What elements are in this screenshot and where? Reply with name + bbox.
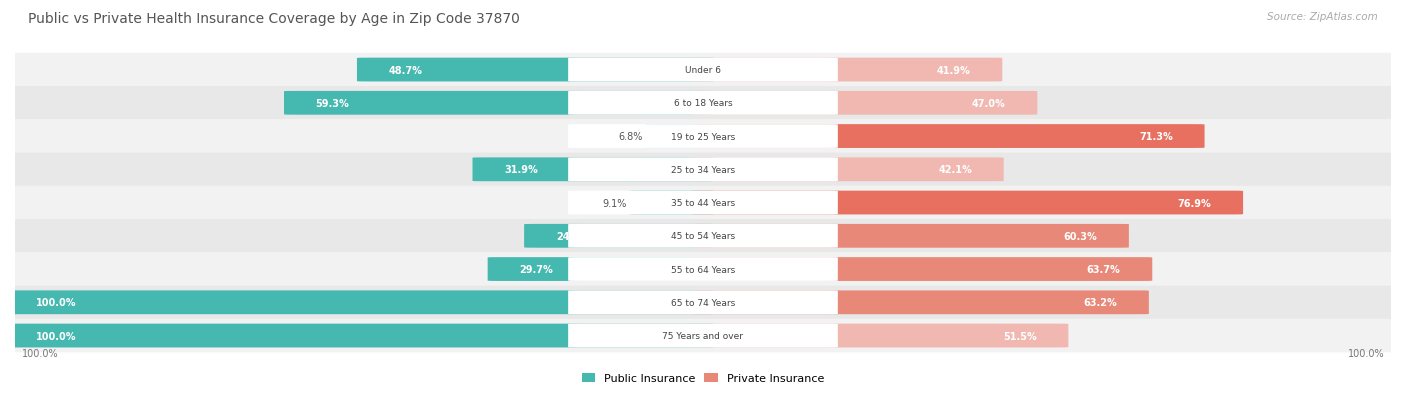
FancyBboxPatch shape	[284, 92, 714, 115]
Text: 19 to 25 Years: 19 to 25 Years	[671, 132, 735, 141]
FancyBboxPatch shape	[568, 324, 838, 348]
FancyBboxPatch shape	[630, 191, 714, 215]
FancyBboxPatch shape	[15, 319, 1391, 352]
FancyBboxPatch shape	[568, 125, 838, 149]
FancyBboxPatch shape	[15, 219, 1391, 253]
Text: 63.7%: 63.7%	[1087, 264, 1121, 274]
FancyBboxPatch shape	[692, 191, 1243, 215]
FancyBboxPatch shape	[692, 158, 1004, 182]
Text: 29.7%: 29.7%	[519, 264, 553, 274]
FancyBboxPatch shape	[568, 291, 838, 314]
Text: 42.1%: 42.1%	[938, 165, 972, 175]
FancyBboxPatch shape	[692, 92, 1038, 115]
Text: 65 to 74 Years: 65 to 74 Years	[671, 298, 735, 307]
Text: 25 to 34 Years: 25 to 34 Years	[671, 165, 735, 174]
Text: 35 to 44 Years: 35 to 44 Years	[671, 199, 735, 208]
Text: 100.0%: 100.0%	[22, 348, 59, 358]
Text: 24.4%: 24.4%	[555, 231, 589, 241]
Text: 59.3%: 59.3%	[316, 99, 350, 109]
FancyBboxPatch shape	[568, 258, 838, 281]
Text: 71.3%: 71.3%	[1139, 132, 1173, 142]
FancyBboxPatch shape	[568, 191, 838, 215]
FancyBboxPatch shape	[568, 158, 838, 182]
FancyBboxPatch shape	[4, 324, 714, 348]
FancyBboxPatch shape	[645, 125, 714, 149]
FancyBboxPatch shape	[15, 120, 1391, 154]
FancyBboxPatch shape	[692, 291, 1149, 314]
FancyBboxPatch shape	[692, 258, 1153, 281]
Text: 6 to 18 Years: 6 to 18 Years	[673, 99, 733, 108]
Text: 45 to 54 Years: 45 to 54 Years	[671, 232, 735, 241]
FancyBboxPatch shape	[524, 224, 714, 248]
Text: 51.5%: 51.5%	[1002, 331, 1036, 341]
Text: 47.0%: 47.0%	[972, 99, 1005, 109]
Text: 76.9%: 76.9%	[1178, 198, 1212, 208]
Text: 100.0%: 100.0%	[35, 331, 76, 341]
FancyBboxPatch shape	[15, 253, 1391, 286]
FancyBboxPatch shape	[472, 158, 714, 182]
Text: 48.7%: 48.7%	[388, 65, 422, 75]
Text: Public vs Private Health Insurance Coverage by Age in Zip Code 37870: Public vs Private Health Insurance Cover…	[28, 12, 520, 26]
FancyBboxPatch shape	[15, 186, 1391, 220]
FancyBboxPatch shape	[15, 87, 1391, 120]
Text: 6.8%: 6.8%	[619, 132, 643, 142]
FancyBboxPatch shape	[4, 291, 714, 314]
FancyBboxPatch shape	[692, 125, 1205, 149]
FancyBboxPatch shape	[568, 224, 838, 248]
Legend: Public Insurance, Private Insurance: Public Insurance, Private Insurance	[578, 369, 828, 388]
FancyBboxPatch shape	[15, 54, 1391, 87]
FancyBboxPatch shape	[568, 59, 838, 82]
FancyBboxPatch shape	[15, 153, 1391, 187]
Text: 55 to 64 Years: 55 to 64 Years	[671, 265, 735, 274]
Text: 41.9%: 41.9%	[936, 65, 970, 75]
Text: 75 Years and over: 75 Years and over	[662, 331, 744, 340]
Text: 31.9%: 31.9%	[505, 165, 538, 175]
FancyBboxPatch shape	[488, 258, 714, 281]
FancyBboxPatch shape	[692, 59, 1002, 82]
Text: 9.1%: 9.1%	[602, 198, 627, 208]
Text: Source: ZipAtlas.com: Source: ZipAtlas.com	[1267, 12, 1378, 22]
Text: Under 6: Under 6	[685, 66, 721, 75]
FancyBboxPatch shape	[692, 324, 1069, 348]
FancyBboxPatch shape	[568, 92, 838, 115]
Text: 100.0%: 100.0%	[35, 298, 76, 308]
FancyBboxPatch shape	[692, 224, 1129, 248]
FancyBboxPatch shape	[15, 286, 1391, 319]
Text: 63.2%: 63.2%	[1084, 298, 1118, 308]
FancyBboxPatch shape	[357, 59, 714, 82]
Text: 100.0%: 100.0%	[1347, 348, 1384, 358]
Text: 60.3%: 60.3%	[1063, 231, 1097, 241]
